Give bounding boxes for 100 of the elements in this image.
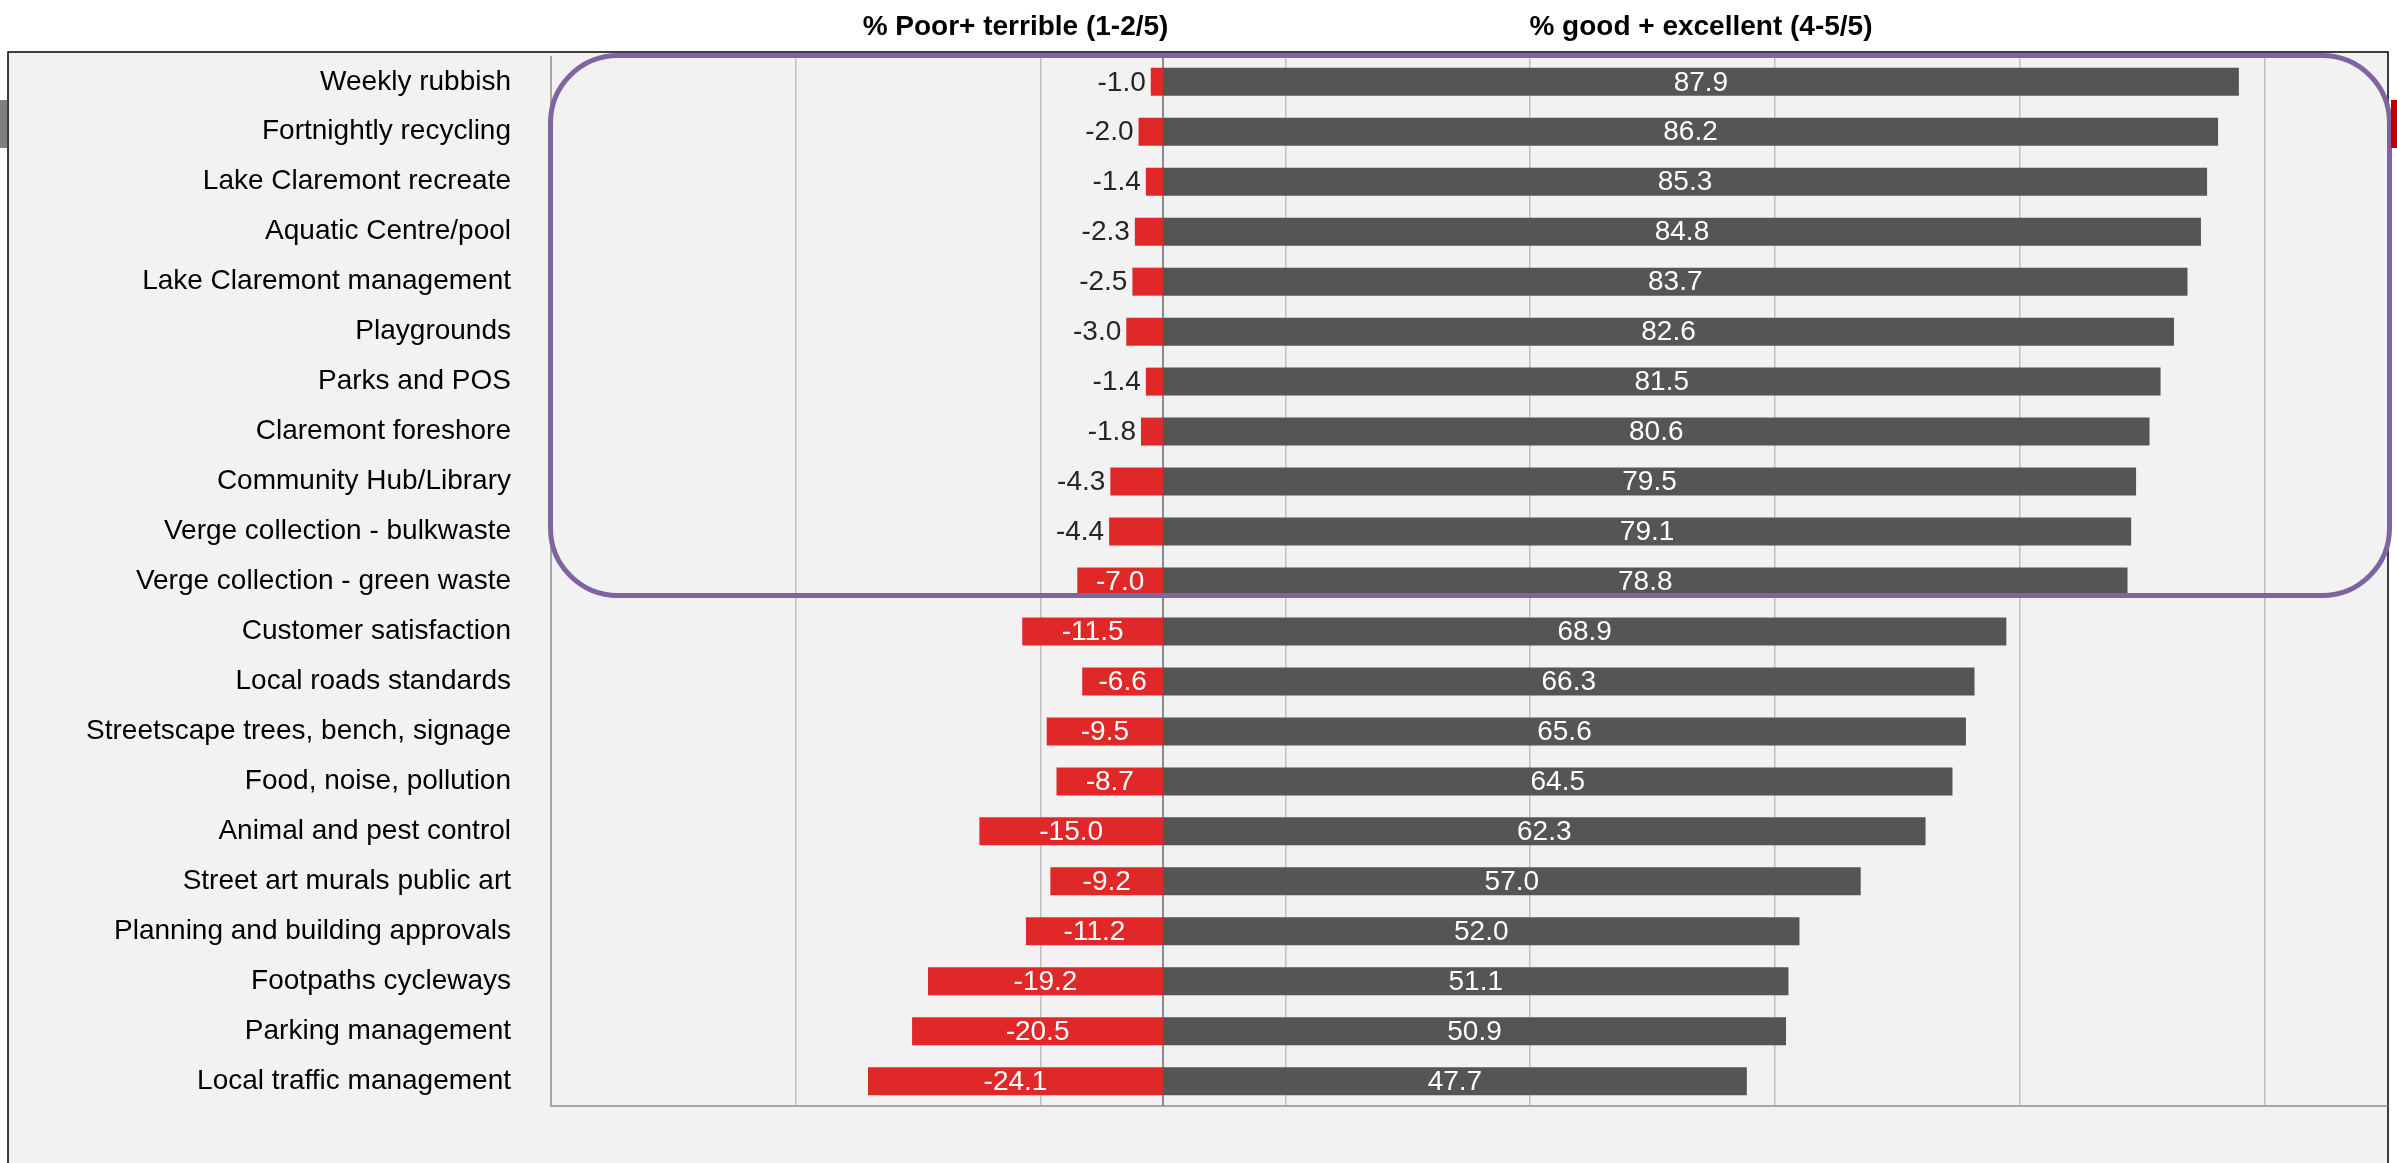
data-label: 65.6 [1537, 715, 1592, 747]
bar [1163, 367, 2161, 396]
y-tick-label: Playgrounds [355, 314, 511, 346]
data-label: -20.5 [1005, 1014, 1070, 1046]
series-label: % good + excellent (4-5/5) [1529, 9, 1873, 41]
data-label: 62.3 [1517, 815, 1572, 847]
bar [1163, 517, 2132, 546]
data-label: -19.2 [1013, 964, 1078, 996]
bar [1126, 317, 1163, 346]
bar [868, 1067, 1163, 1096]
bar [1163, 267, 2188, 296]
data-label: 85.3 [1657, 165, 1713, 197]
data-label: -4.3 [1057, 465, 1106, 497]
y-tick-label: Local roads standards [235, 664, 511, 696]
bar [1056, 767, 1163, 796]
data-label: 50.9 [1447, 1014, 1502, 1046]
data-label: 47.7 [1427, 1064, 1483, 1096]
data-label: -2.5 [1079, 265, 1128, 297]
bar [1163, 417, 2150, 446]
bar [1109, 517, 1163, 546]
data-label: 86.2 [1663, 115, 1718, 147]
y-tick-label: Local traffic management [197, 1063, 512, 1095]
data-label: -2.0 [1085, 115, 1134, 147]
bar [1163, 117, 2219, 146]
data-label: 79.1 [1619, 515, 1675, 547]
bar [1163, 717, 1966, 746]
y-tick-label: Verge collection - green waste [135, 564, 511, 596]
bar [1163, 667, 1975, 696]
y-tick-label: Lake Claremont management [142, 264, 512, 296]
data-label: 81.5 [1634, 365, 1690, 397]
data-label: -3.0 [1073, 315, 1122, 347]
bar [1163, 767, 1953, 796]
bar [927, 967, 1163, 996]
y-tick-label: Lake Claremont recreate [202, 164, 511, 196]
data-label: 57.0 [1484, 865, 1540, 897]
data-label: 66.3 [1541, 665, 1597, 697]
bar [979, 817, 1163, 846]
data-label: 87.9 [1673, 65, 1729, 97]
data-label: 64.5 [1530, 765, 1585, 797]
bar [1163, 1067, 1747, 1096]
y-tick-label: Planning and building approvals [114, 914, 511, 946]
data-label: -7.0 [1096, 565, 1145, 597]
data-label: 83.7 [1647, 265, 1703, 297]
y-tick-label: Street art murals public art [182, 864, 512, 896]
bar [1134, 217, 1163, 246]
bar [1132, 267, 1163, 296]
y-tick-label: Verge collection - bulkwaste [163, 514, 511, 546]
bar [1163, 317, 2175, 346]
bar [1150, 67, 1163, 96]
bar [1110, 467, 1163, 496]
y-tick-label: Animal and pest control [218, 814, 511, 846]
bar [912, 1017, 1163, 1046]
bar [1163, 867, 1861, 896]
data-label: -9.5 [1080, 715, 1129, 747]
data-label: -15.0 [1039, 815, 1104, 847]
bar [1145, 367, 1163, 396]
y-tick-label: Weekly rubbish [320, 64, 511, 96]
bar [1163, 817, 1926, 846]
data-label: 51.1 [1448, 964, 1503, 996]
y-tick-label: Streetscape trees, bench, signage [86, 714, 511, 746]
bar [1163, 967, 1789, 996]
bar [1163, 617, 2007, 646]
data-label: -6.6 [1098, 665, 1147, 697]
bar [1138, 117, 1163, 146]
y-tick-label: Claremont foreshore [255, 414, 511, 446]
y-tick-label: Community Hub/Library [216, 464, 511, 496]
data-label: 84.8 [1654, 215, 1710, 247]
data-label: 78.8 [1618, 565, 1673, 597]
bar [1145, 167, 1163, 196]
data-label: -1.4 [1092, 165, 1141, 197]
bar [1163, 217, 2201, 246]
y-tick-label: Parks and POS [318, 364, 511, 396]
y-tick-label: Aquatic Centre/pool [265, 214, 511, 246]
data-label: -1.8 [1087, 415, 1136, 447]
data-label: 80.6 [1629, 415, 1684, 447]
bar [1025, 917, 1163, 946]
data-label: -2.3 [1081, 215, 1130, 247]
data-label: -24.1 [983, 1064, 1048, 1096]
bar [1163, 67, 2239, 96]
bar [1046, 717, 1163, 746]
data-label: 79.5 [1622, 465, 1677, 497]
data-label: -8.7 [1085, 765, 1134, 797]
data-label: -1.4 [1092, 365, 1141, 397]
y-tick-label: Food, noise, pollution [244, 764, 511, 796]
data-label: -1.0 [1097, 65, 1146, 97]
bar [1163, 1017, 1787, 1046]
bar [1163, 467, 2137, 496]
data-label: -4.4 [1055, 515, 1105, 547]
y-tick-label: Footpaths cycleways [251, 963, 511, 995]
data-label: -11.2 [1063, 915, 1126, 947]
y-tick-label: Customer satisfaction [241, 614, 511, 646]
data-label: 68.9 [1557, 615, 1612, 647]
data-label: -9.2 [1082, 865, 1131, 897]
bar [1022, 617, 1163, 646]
series-label: % Poor+ terrible (1-2/5) [862, 9, 1169, 41]
bar [1140, 417, 1163, 446]
bar [1050, 867, 1163, 896]
data-label: 82.6 [1641, 315, 1696, 347]
data-label: 52.0 [1453, 915, 1509, 947]
y-tick-label: Fortnightly recycling [262, 114, 511, 146]
